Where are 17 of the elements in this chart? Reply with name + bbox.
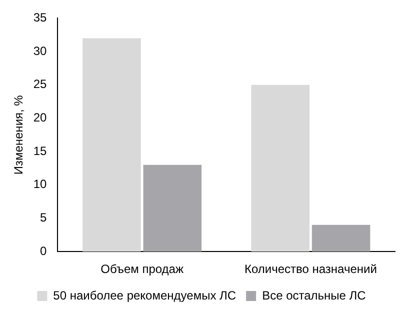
y-tick-label: 5 (40, 210, 48, 225)
bar (143, 164, 202, 252)
legend-label: Все остальные ЛС (262, 288, 366, 302)
bar (312, 224, 370, 252)
y-tick-label: 30 (33, 44, 48, 58)
x-tick-label: Количество назначений (244, 262, 377, 276)
y-tick-label: 35 (33, 10, 48, 25)
y-tick-label: 10 (33, 177, 48, 192)
y-tick-label: 20 (33, 110, 48, 125)
legend-label: 50 наиболее рекомендуемых ЛС (53, 288, 236, 302)
y-tick-label: 25 (33, 77, 48, 92)
y-axis-title: Изменения, % (12, 94, 26, 175)
y-tick-label: 0 (40, 244, 48, 258)
bar (251, 84, 310, 252)
x-tick-label: Объем продаж (100, 262, 184, 276)
y-tick-label: 15 (33, 144, 48, 158)
bar (82, 38, 141, 252)
